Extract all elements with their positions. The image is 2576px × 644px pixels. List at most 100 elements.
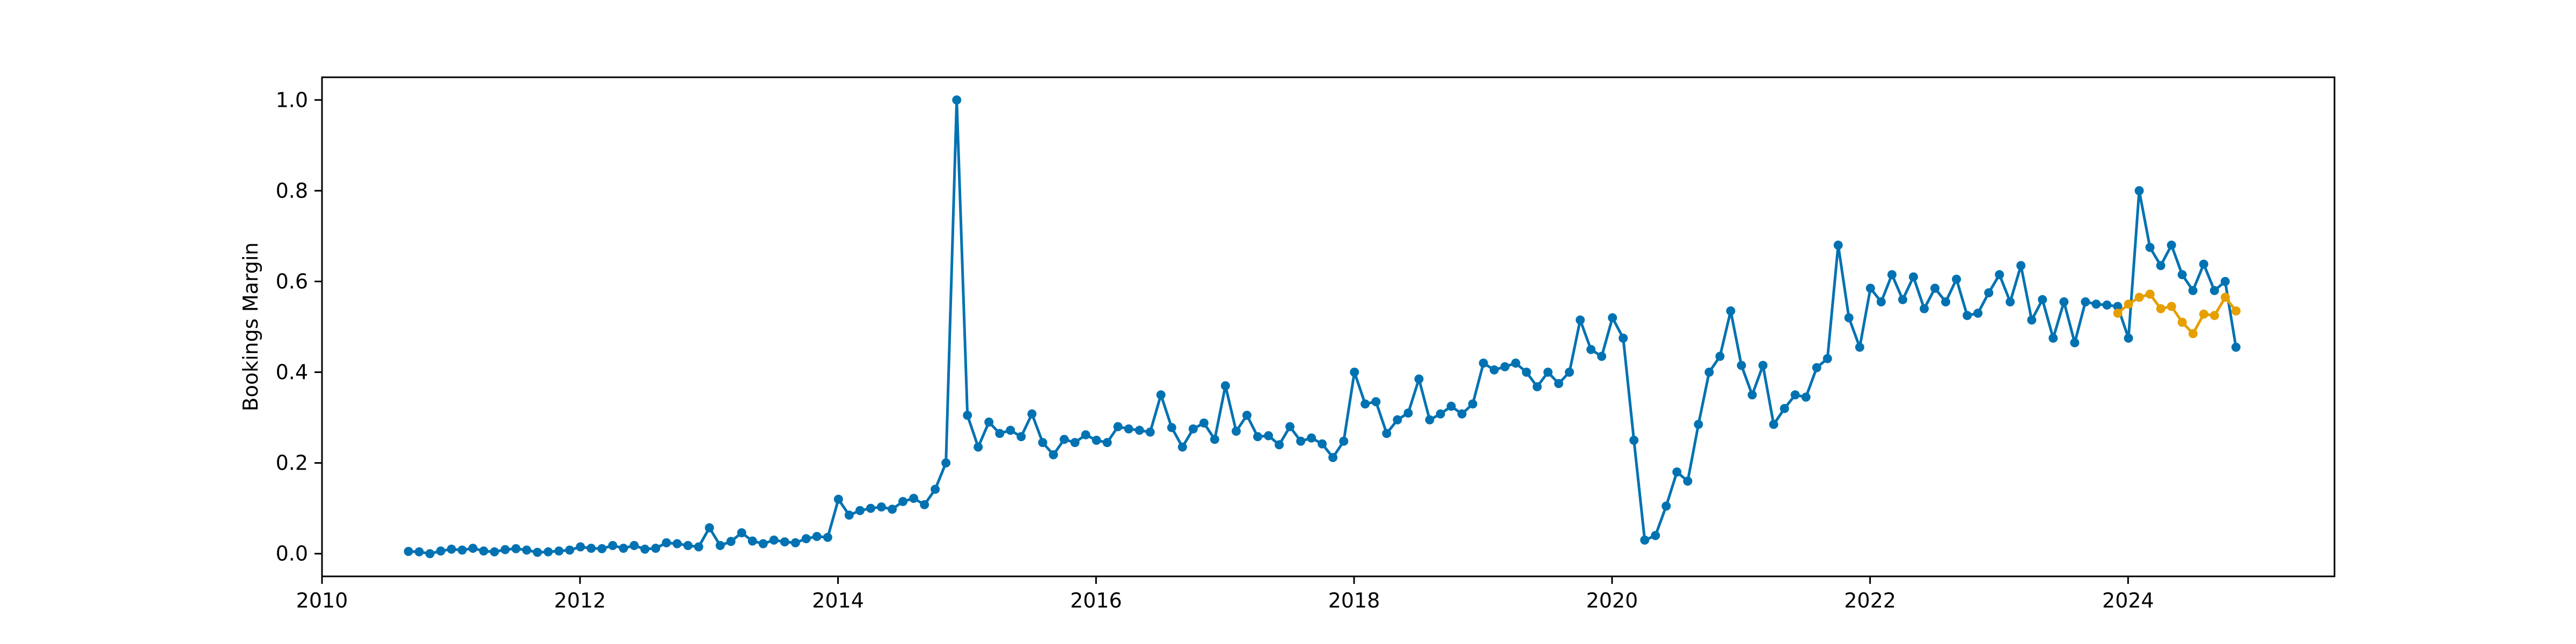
data-point	[447, 544, 456, 554]
data-point	[1511, 358, 1520, 368]
data-point	[2081, 297, 2090, 306]
data-point	[1360, 399, 1370, 409]
data-point	[511, 544, 521, 553]
data-point	[554, 546, 564, 556]
data-point	[833, 494, 843, 504]
data-point	[2220, 277, 2230, 286]
x-tick-label: 2010	[296, 589, 348, 612]
data-point	[576, 542, 586, 552]
data-point	[1833, 240, 1843, 250]
data-point	[801, 534, 811, 544]
data-point	[2027, 315, 2037, 325]
data-point	[1887, 270, 1897, 280]
data-point	[1446, 401, 1456, 411]
y-axis-label: Bookings Margin	[239, 242, 262, 411]
data-point	[522, 545, 531, 555]
data-point	[2059, 297, 2069, 306]
plot-frame	[321, 76, 2336, 577]
data-point	[404, 547, 413, 556]
data-point	[1780, 404, 1789, 413]
data-point	[1930, 283, 1940, 293]
y-axis: 0.0 0.2 0.4 0.6 0.8 1.0	[276, 88, 322, 566]
data-point	[1769, 420, 1779, 429]
series-1	[404, 95, 2241, 559]
x-axis: 2010 2012 2014 2016 2018 2020 2022 2024	[296, 576, 2154, 612]
data-point	[1350, 368, 1359, 377]
data-point	[888, 504, 897, 514]
data-point	[1662, 501, 1671, 511]
data-point	[468, 544, 478, 553]
data-point	[2113, 302, 2123, 311]
data-point	[1747, 390, 1757, 400]
data-point	[1479, 358, 1488, 368]
data-point	[1113, 422, 1123, 431]
data-point	[1564, 368, 1574, 377]
data-point	[662, 538, 671, 547]
data-point	[1489, 365, 1499, 375]
data-point	[2156, 261, 2165, 270]
data-point	[2188, 286, 2198, 295]
data-point	[1027, 409, 1037, 419]
data-point	[1167, 423, 1176, 433]
data-point	[1952, 274, 1962, 284]
data-point	[1318, 439, 1327, 449]
data-point	[565, 545, 574, 555]
data-point	[1672, 467, 1682, 477]
data-point	[1264, 431, 1274, 441]
data-point	[2221, 292, 2230, 302]
data-point	[1597, 352, 1606, 361]
data-point	[1855, 342, 1864, 352]
data-point	[1339, 436, 1349, 446]
data-point	[769, 535, 779, 545]
data-point	[1016, 432, 1026, 442]
data-point	[1006, 426, 1015, 435]
data-point	[1059, 435, 1069, 444]
data-point	[974, 442, 983, 452]
data-point	[737, 528, 747, 538]
data-point	[2177, 270, 2187, 280]
data-point	[1995, 270, 2004, 280]
data-point	[855, 506, 865, 515]
data-point	[1468, 399, 1477, 409]
data-point	[1629, 435, 1639, 445]
data-point	[532, 547, 542, 557]
data-point	[1619, 333, 1628, 343]
x-tick-label: 2018	[1328, 589, 1380, 612]
data-point	[2145, 289, 2155, 299]
data-point	[1307, 433, 1316, 443]
data-point	[489, 547, 499, 557]
data-point	[683, 541, 693, 550]
data-point	[1726, 306, 1736, 316]
data-point	[758, 539, 768, 548]
data-point	[2134, 186, 2144, 195]
data-point	[866, 503, 875, 513]
data-point	[1414, 374, 1424, 384]
data-point	[1124, 424, 1133, 434]
data-point	[1220, 381, 1230, 391]
data-point	[941, 458, 951, 468]
x-tick-label: 2022	[1844, 589, 1896, 612]
data-point	[1823, 354, 1832, 363]
data-point	[2145, 243, 2155, 252]
data-point	[1500, 362, 1510, 371]
data-point	[898, 497, 908, 506]
data-point	[1554, 379, 1563, 389]
data-point	[2231, 342, 2241, 352]
data-point	[1210, 435, 1219, 444]
data-point	[1232, 427, 1241, 436]
data-point	[2102, 300, 2112, 310]
data-point	[1920, 304, 1929, 313]
data-point	[748, 536, 757, 546]
data-point	[844, 510, 854, 520]
data-point	[1608, 313, 1618, 323]
data-point	[1199, 418, 1209, 428]
data-point	[780, 537, 789, 547]
data-point	[2091, 299, 2101, 309]
data-point	[1812, 363, 1821, 372]
data-point	[1683, 477, 1693, 486]
data-point	[544, 547, 553, 557]
data-point	[2038, 295, 2047, 304]
data-point	[2156, 304, 2165, 313]
data-point	[715, 541, 725, 550]
